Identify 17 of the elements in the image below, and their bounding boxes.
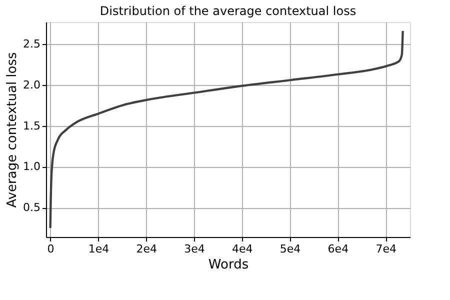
x-tick-label: 2e4 [136,242,157,256]
x-tick-label: 1e4 [88,242,110,256]
x-tick-label: 7e4 [376,242,396,256]
x-axis-title: Words [208,258,249,272]
chart-title: Distribution of the average contextual loss [100,4,356,18]
y-tick-label: 1.0 [23,160,40,174]
x-tick-label: 6e4 [328,242,349,256]
y-tick-label: 1.5 [23,119,40,132]
y-tick-label: 2.0 [23,78,40,92]
y-axis-title: Average contextual loss [5,52,20,208]
x-tick-label: 3e4 [184,242,205,256]
line-series [49,30,404,230]
x-tick-label: 4e4 [232,242,253,256]
y-tick-label: 2.5 [23,38,40,51]
x-tick-label: 5e4 [280,242,301,256]
y-tick-label: 0.5 [23,201,40,214]
x-tick-label: 0 [47,242,54,256]
